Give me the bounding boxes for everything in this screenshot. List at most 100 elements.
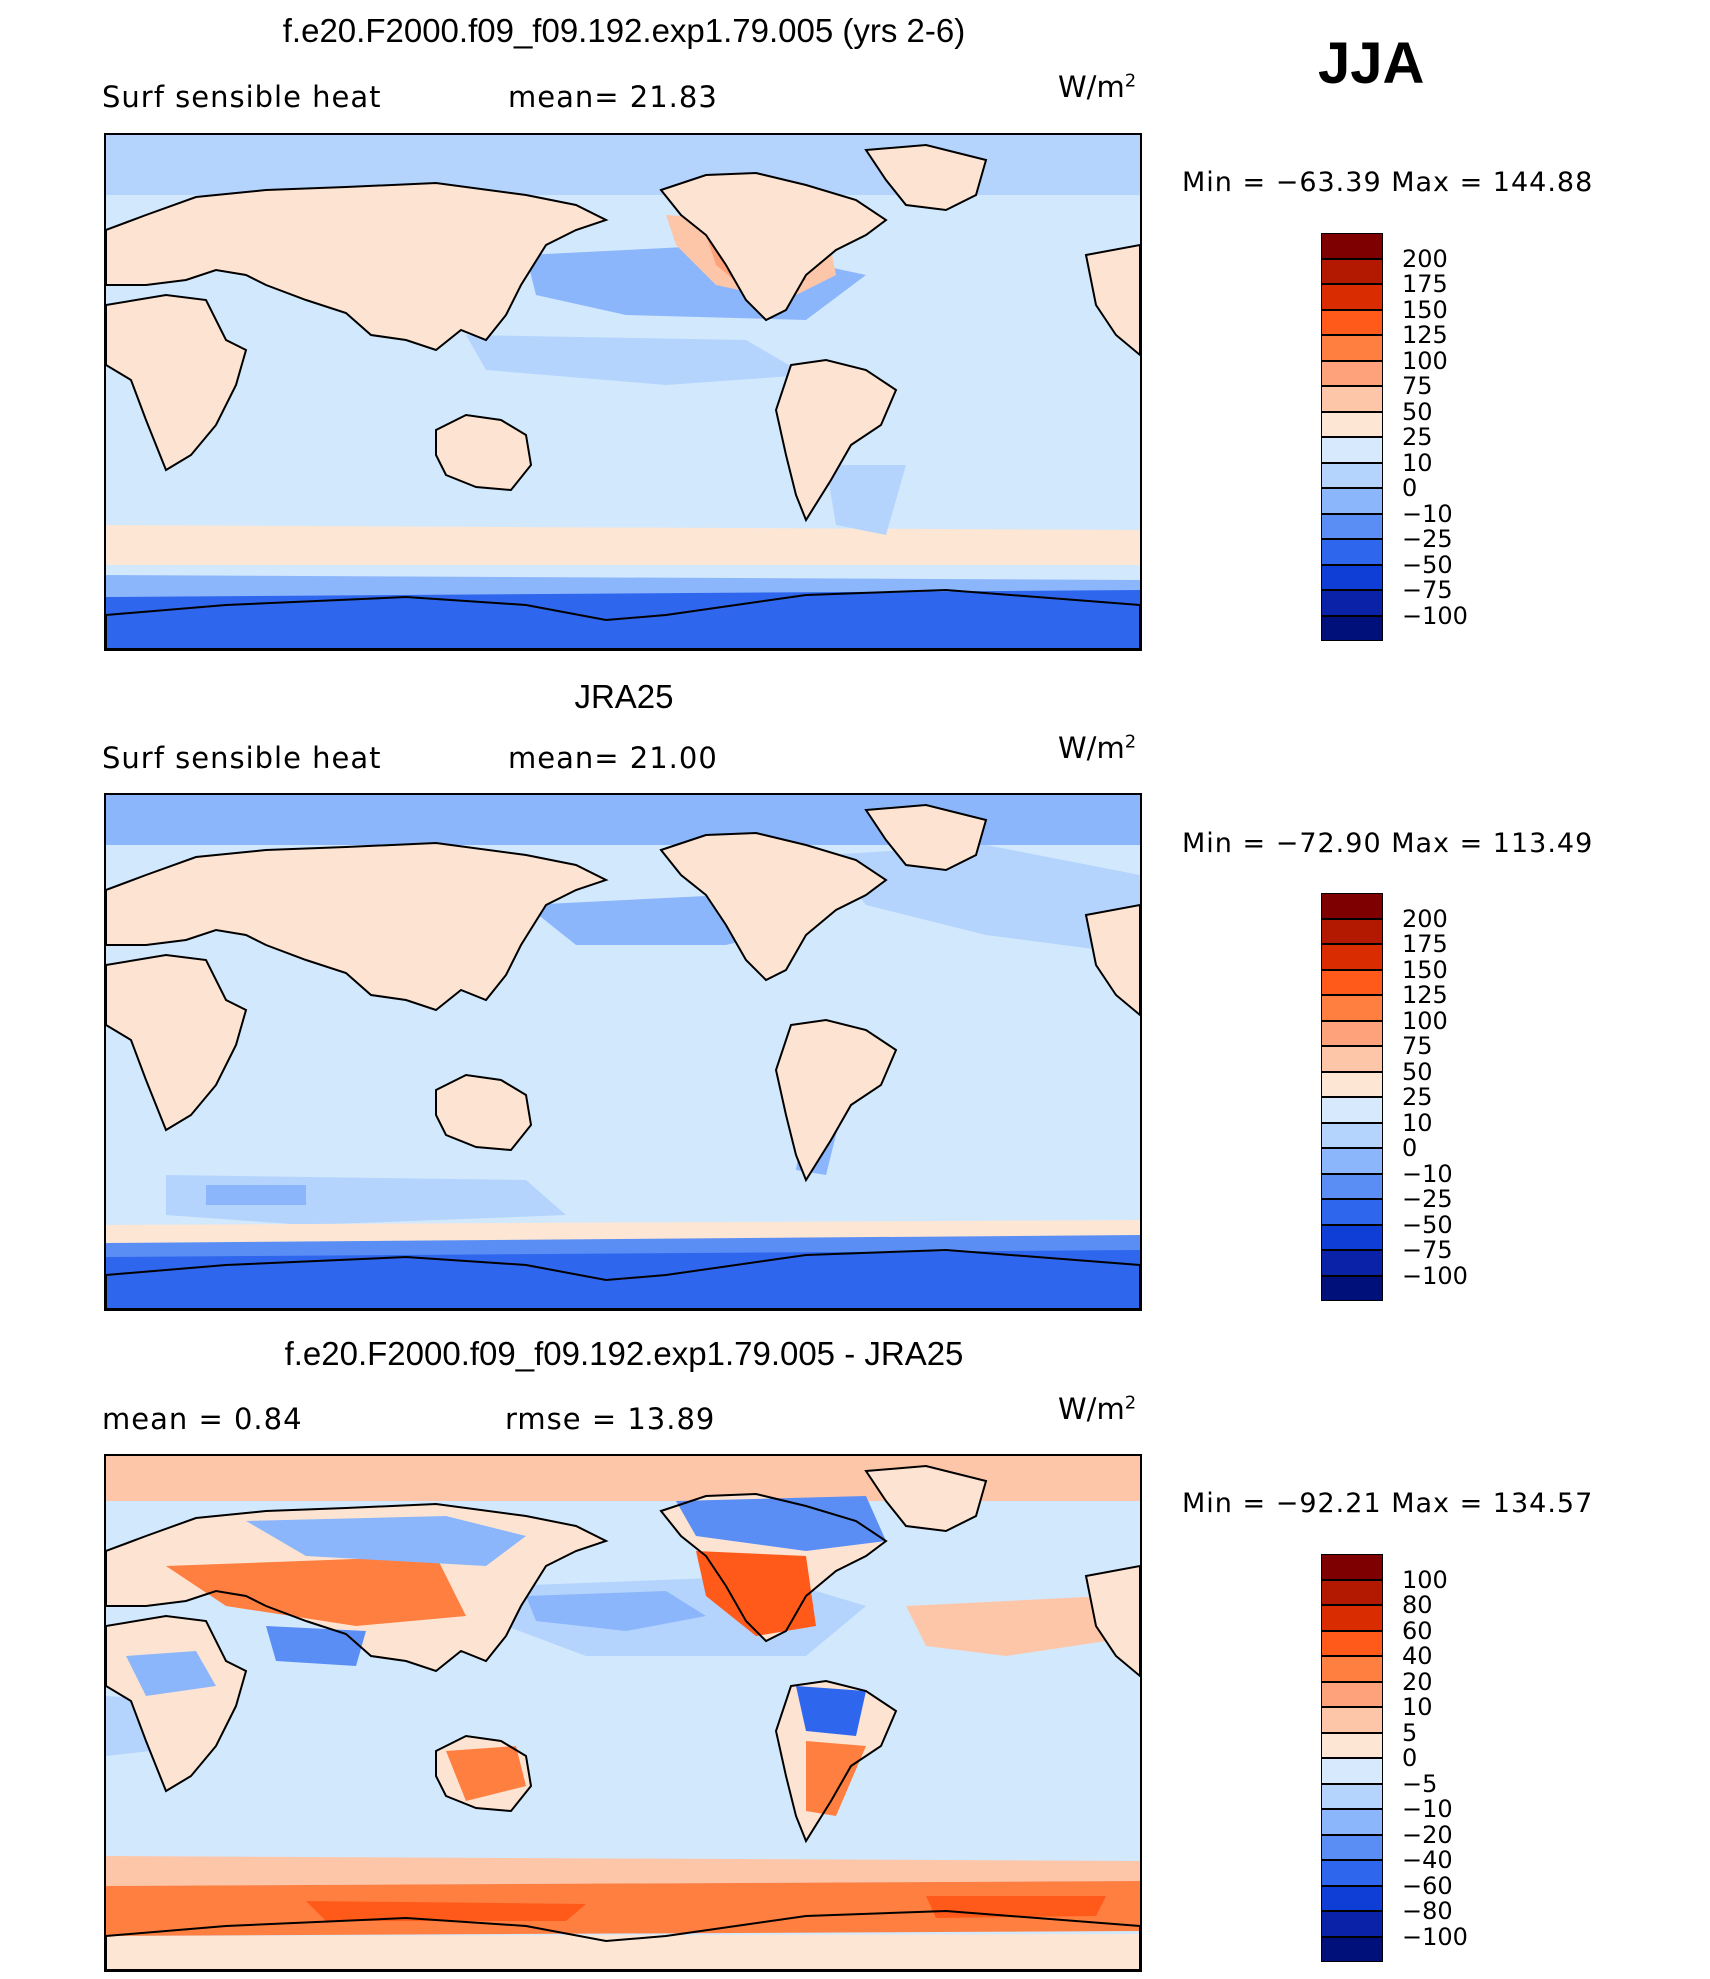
colorbar-swatch [1321, 893, 1383, 919]
panel-1-title: f.e20.F2000.f09_f09.192.exp1.79.005 (yrs… [282, 12, 966, 49]
colorbar-swatch [1321, 539, 1383, 565]
coastline-greenland [864, 1464, 988, 1533]
land-eurasia [106, 843, 606, 1010]
panel-2-unit-base: W/m [1058, 731, 1125, 765]
coastline-australia [435, 1073, 533, 1152]
panel-2-unit-exp: 2 [1124, 731, 1137, 753]
land-africa [106, 295, 246, 470]
coastline-namerica [659, 1492, 888, 1643]
field-contour [926, 1896, 1106, 1918]
land-samerica [776, 1020, 896, 1180]
land-greenland [866, 145, 986, 210]
coastline-namerica [659, 171, 888, 322]
coastline-namerica [659, 831, 888, 982]
jra25-map [106, 795, 1140, 1309]
panel-1-colorbar [1321, 233, 1383, 641]
panel-2-title: JRA25 [574, 678, 674, 715]
coastline-antarctica [106, 1248, 1140, 1309]
colorbar-swatch [1321, 1148, 1383, 1174]
panel-3-unit-base: W/m [1058, 1392, 1125, 1426]
field-contour [106, 525, 1140, 565]
field-contour [906, 1596, 1140, 1656]
land-europe_w [1086, 1566, 1140, 1676]
coastline-europe_w [1084, 1564, 1140, 1678]
panel-2-map [104, 793, 1142, 1311]
coastline-africa [106, 953, 248, 1132]
colorbar-tick-label: −25 [1402, 525, 1453, 553]
panel-1-mean-label: mean= 21.83 [508, 80, 718, 114]
land-australia [436, 1075, 531, 1150]
colorbar-swatch [1321, 1199, 1383, 1225]
field-contour [446, 1746, 526, 1801]
colorbar-swatch [1321, 1122, 1383, 1148]
colorbar-swatch [1321, 1834, 1383, 1860]
colorbar-swatch [1321, 488, 1383, 514]
land-europe_w [1086, 905, 1140, 1015]
colorbar-tick-label: 80 [1402, 1591, 1433, 1619]
colorbar-swatch [1321, 1224, 1383, 1250]
coastline-antarctica [106, 1909, 1140, 1970]
colorbar-tick-label: 0 [1402, 474, 1418, 502]
panel-1-unit-base: W/m [1058, 70, 1125, 104]
field-contour [826, 845, 1140, 955]
panel-3-unit: W/m2 [1058, 1392, 1136, 1426]
colorbar-tick-label: −60 [1402, 1871, 1453, 1900]
coastline-greenland [864, 803, 988, 872]
colorbar-swatch [1321, 1758, 1383, 1784]
colorbar-swatch [1321, 944, 1383, 970]
land-africa [106, 955, 246, 1130]
colorbar-tick-label: 50 [1402, 397, 1433, 426]
colorbar-tick-label: −75 [1402, 1236, 1453, 1264]
colorbar-swatch [1321, 564, 1383, 590]
colorbar-tick-label: 10 [1402, 448, 1433, 477]
colorbar-tick-label: −100 [1402, 1261, 1468, 1290]
colorbar-swatch [1321, 335, 1383, 361]
colorbar-tick-label: −80 [1402, 1897, 1453, 1925]
colorbar-tick-label: 75 [1402, 372, 1433, 400]
season-label: JJA [1318, 31, 1425, 96]
colorbar-swatch [1321, 1707, 1383, 1733]
coastline-australia [435, 413, 533, 492]
colorbar-tick-label: 125 [1402, 321, 1448, 349]
field-contour [826, 465, 906, 535]
colorbar-swatch [1321, 1860, 1383, 1886]
colorbar-swatch [1321, 1681, 1383, 1707]
colorbar-swatch [1321, 233, 1383, 259]
colorbar-tick-label: 150 [1402, 955, 1448, 984]
colorbar-tick-label: 100 [1402, 346, 1448, 375]
panel-3-rmse-label: rmse = 13.89 [505, 1402, 716, 1436]
colorbar-swatch [1321, 1250, 1383, 1276]
colorbar-tick-label: 0 [1402, 1134, 1418, 1162]
colorbar-tick-label: 200 [1402, 244, 1448, 273]
coastline-samerica [774, 1018, 898, 1183]
colorbar-swatch [1321, 590, 1383, 616]
colorbar-swatch [1321, 969, 1383, 995]
panel-1-min-max: Min = −63.39 Max = 144.88 [1182, 167, 1594, 198]
field-contour [106, 1456, 1140, 1501]
colorbar-swatch [1321, 1097, 1383, 1123]
colorbar-swatch [1321, 386, 1383, 412]
colorbar-swatch [1321, 437, 1383, 463]
panel-1-variable-label: Surf sensible heat [102, 80, 382, 114]
panel-2-colorbar [1321, 893, 1383, 1301]
colorbar-tick-label: 60 [1402, 1616, 1433, 1645]
colorbar-tick-label: 200 [1402, 904, 1448, 933]
colorbar-tick-label: −10 [1402, 1795, 1453, 1823]
colorbar-tick-label: −20 [1402, 1820, 1453, 1849]
coastline-europe_w [1084, 243, 1140, 357]
land-namerica [661, 833, 886, 980]
field-contour [166, 1556, 466, 1626]
coastline-australia [435, 1734, 533, 1813]
colorbar-tick-label: 75 [1402, 1032, 1433, 1060]
colorbar-swatch [1321, 360, 1383, 386]
coastline-samerica [774, 1679, 898, 1844]
colorbar-swatch [1321, 1732, 1383, 1758]
colorbar-tick-label: −5 [1402, 1769, 1438, 1798]
model-map [106, 135, 1140, 649]
colorbar-tick-label: 25 [1402, 1083, 1433, 1111]
colorbar-swatch [1321, 411, 1383, 437]
panel-2-min-max: Min = −72.90 Max = 113.49 [1182, 828, 1594, 859]
colorbar-swatch [1321, 1605, 1383, 1631]
colorbar-swatch [1321, 1783, 1383, 1809]
coastline-antarctica [106, 588, 1140, 649]
